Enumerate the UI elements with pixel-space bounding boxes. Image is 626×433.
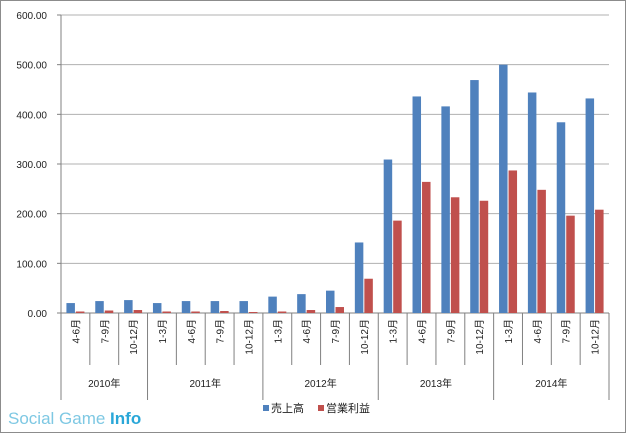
bar-sales (412, 96, 422, 313)
x-tick-label: 1-3月 (388, 319, 400, 343)
x-tick-label: 1-3月 (503, 319, 515, 343)
x-tick-label: 1-3月 (157, 319, 169, 343)
x-tick-label: 7-9月 (561, 319, 573, 343)
x-tick-label: 7-9月 (215, 319, 227, 343)
y-tick-label: 500.00 (16, 61, 47, 72)
x-tick-label: 1-3月 (272, 319, 284, 343)
bar-operating-profit (508, 170, 518, 313)
bar-operating-profit (364, 278, 373, 313)
bar-sales (585, 98, 595, 313)
bar-operating-profit (335, 307, 344, 313)
year-label: 2010年 (88, 377, 120, 390)
bar-sales (354, 242, 364, 313)
bar-sales (152, 303, 162, 313)
bar-sales (470, 80, 479, 314)
x-tick-label: 10-12月 (243, 319, 255, 355)
bar-sales (499, 64, 508, 314)
x-tick-label: 4-6月 (70, 319, 82, 343)
bar-operating-profit (422, 181, 431, 313)
bar-operating-profit (220, 311, 229, 313)
x-tick-label: 10-12月 (128, 319, 140, 355)
y-tick-label: 100.00 (16, 259, 47, 270)
watermark-bold: Info (110, 409, 142, 428)
year-label: 2013年 (420, 377, 452, 390)
year-label: 2014年 (535, 377, 567, 390)
bar-sales (95, 301, 104, 313)
bar-operating-profit (306, 310, 316, 313)
bar-operating-profit (162, 311, 171, 313)
x-tick-label: 7-9月 (445, 319, 457, 343)
x-tick-label: 10-12月 (590, 319, 602, 355)
bar-sales (383, 159, 393, 313)
bar-operating-profit (104, 310, 114, 313)
x-tick-label: 4-6月 (186, 319, 198, 343)
y-tick-label: 600.00 (16, 11, 47, 22)
bar-operating-profit (595, 209, 604, 313)
bar-operating-profit (248, 312, 258, 313)
bar-sales (66, 303, 75, 313)
year-label: 2011年 (189, 377, 221, 390)
watermark-logo: Social Game Info (8, 409, 141, 429)
bar-sales (556, 122, 566, 313)
bar-operating-profit (277, 311, 287, 313)
bar-operating-profit (537, 189, 546, 313)
x-tick-label: 4-6月 (532, 319, 544, 343)
year-label: 2012年 (304, 377, 336, 390)
x-tick-label: 4-6月 (301, 319, 313, 343)
x-tick-label: 10-12月 (359, 319, 371, 355)
bar-operating-profit (479, 200, 489, 313)
legend-label: 営業利益 (326, 401, 370, 415)
bar-sales (239, 301, 248, 313)
bar-operating-profit (566, 215, 575, 313)
bar-operating-profit (450, 197, 460, 313)
bar-sales (441, 106, 450, 314)
bar-operating-profit (191, 311, 200, 313)
x-tick-label: 7-9月 (330, 319, 342, 343)
x-tick-label: 10-12月 (474, 319, 486, 355)
bar-operating-profit (133, 310, 143, 313)
legend-swatch (318, 405, 324, 411)
y-tick-label: 200.00 (16, 210, 47, 221)
x-tick-label: 7-9月 (99, 319, 111, 343)
bar-sales (210, 301, 220, 313)
bar-sales (124, 300, 133, 313)
legend-swatch (263, 405, 269, 411)
x-tick-label: 4-6月 (417, 319, 429, 343)
y-tick-label: 0.00 (28, 309, 48, 320)
bar-operating-profit (393, 220, 402, 313)
bar-sales (326, 290, 335, 313)
watermark-light: Social Game (8, 409, 111, 428)
y-tick-label: 400.00 (16, 110, 47, 121)
bar-sales (297, 294, 306, 313)
bar-sales (268, 296, 277, 313)
bar-sales (527, 92, 537, 313)
bar-operating-profit (75, 311, 85, 313)
y-tick-label: 300.00 (16, 160, 47, 171)
legend-label: 売上高 (271, 401, 304, 415)
bar-sales (181, 301, 191, 313)
